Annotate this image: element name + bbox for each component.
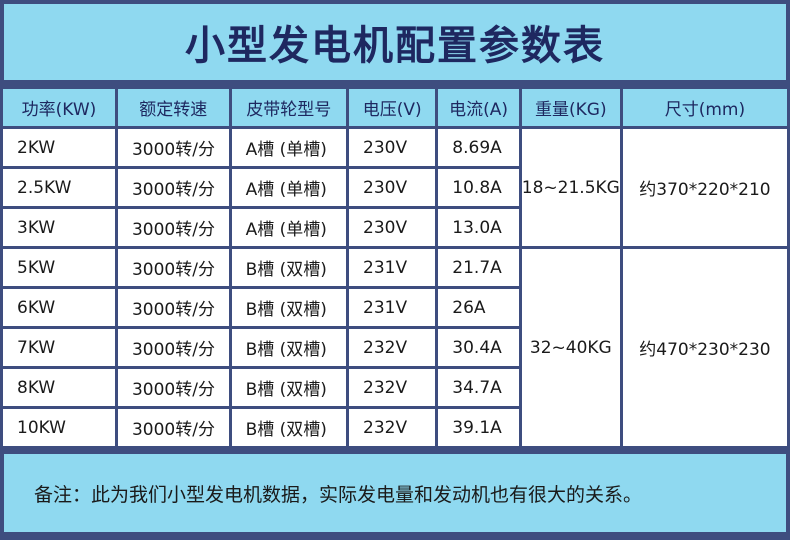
header-size: 尺寸(mm) (619, 86, 790, 129)
cell-speed: 3000转/分 (114, 326, 232, 369)
cell-speed: 3000转/分 (114, 206, 232, 249)
cell-current: 21.7A (435, 246, 522, 289)
cell-pulley: B槽 (双槽) (228, 366, 350, 409)
cell-speed: 3000转/分 (114, 166, 232, 209)
cell-pulley: B槽 (双槽) (228, 246, 350, 289)
cell-current: 34.7A (435, 366, 522, 409)
cell-pulley: A槽 (单槽) (228, 166, 350, 209)
cell-size-group-2: 约470*230*230 (619, 246, 790, 449)
cell-current: 26A (435, 286, 522, 329)
cell-weight-group-2: 32~40KG (518, 246, 623, 449)
cell-power: 8KW (0, 366, 118, 409)
cell-power: 7KW (0, 326, 118, 369)
note-banner: 备注：此为我们小型发电机数据，实际发电量和发动机也有很大的关系。 (4, 454, 786, 532)
cell-voltage: 230V (346, 166, 439, 209)
cell-pulley: A槽 (单槽) (228, 206, 350, 249)
cell-speed: 3000转/分 (114, 406, 232, 449)
cell-voltage: 231V (346, 286, 439, 329)
cell-voltage: 231V (346, 246, 439, 289)
header-speed: 额定转速 (114, 86, 232, 129)
header-weight: 重量(KG) (518, 86, 623, 129)
cell-power: 6KW (0, 286, 118, 329)
table-row: 8KW 3000转/分 B槽 (双槽) 232V 34.7A (0, 366, 789, 409)
table-row: 6KW 3000转/分 B槽 (双槽) 231V 26A (0, 286, 789, 329)
cell-power: 3KW (0, 206, 118, 249)
table-row: 7KW 3000转/分 B槽 (双槽) 232V 30.4A (0, 326, 789, 369)
title-banner: 小型发电机配置参数表 (4, 4, 786, 80)
cell-current: 13.0A (435, 206, 522, 249)
table-row: 5KW 3000转/分 B槽 (双槽) 231V 21.7A 32~40KG 约… (0, 246, 790, 449)
cell-current: 30.4A (435, 326, 522, 369)
cell-power: 5KW (0, 246, 118, 289)
cell-size-group-1: 约370*220*210 (619, 126, 790, 249)
table-row: 10KW 3000转/分 B槽 (双槽) 232V 39.1A (0, 406, 789, 449)
spec-table: 功率(KW) 额定转速 皮带轮型号 电压(V) 电流(A) 重量(KG) 尺寸(… (0, 86, 790, 449)
cell-power: 2KW (0, 126, 118, 169)
cell-power: 10KW (0, 406, 118, 449)
cell-pulley: B槽 (双槽) (228, 286, 350, 329)
cell-speed: 3000转/分 (114, 286, 232, 329)
header-current: 电流(A) (435, 86, 522, 129)
table-row: 3KW 3000转/分 A槽 (单槽) 230V 13.0A (0, 206, 789, 249)
cell-voltage: 230V (346, 206, 439, 249)
cell-voltage: 230V (346, 126, 439, 169)
cell-speed: 3000转/分 (114, 126, 232, 169)
cell-pulley: B槽 (双槽) (228, 406, 350, 449)
header-pulley: 皮带轮型号 (228, 86, 350, 129)
cell-voltage: 232V (346, 326, 439, 369)
cell-current: 8.69A (435, 126, 522, 169)
cell-pulley: A槽 (单槽) (228, 126, 350, 169)
cell-voltage: 232V (346, 406, 439, 449)
cell-current: 10.8A (435, 166, 522, 209)
cell-weight-group-1: 18~21.5KG (518, 126, 623, 249)
cell-voltage: 232V (346, 366, 439, 409)
note-text: 备注：此为我们小型发电机数据，实际发电量和发动机也有很大的关系。 (34, 483, 643, 506)
cell-power: 2.5KW (0, 166, 118, 209)
table-header-row: 功率(KW) 额定转速 皮带轮型号 电压(V) 电流(A) 重量(KG) 尺寸(… (0, 86, 790, 129)
table-row: 2.5KW 3000转/分 A槽 (单槽) 230V 10.8A (0, 166, 789, 209)
header-voltage: 电压(V) (346, 86, 439, 129)
cell-pulley: B槽 (双槽) (228, 326, 350, 369)
cell-speed: 3000转/分 (114, 366, 232, 409)
header-power: 功率(KW) (0, 86, 118, 129)
cell-speed: 3000转/分 (114, 246, 232, 289)
table-row: 2KW 3000转/分 A槽 (单槽) 230V 8.69A 18~21.5KG… (0, 126, 790, 249)
cell-current: 39.1A (435, 406, 522, 449)
page-title: 小型发电机配置参数表 (185, 23, 605, 69)
